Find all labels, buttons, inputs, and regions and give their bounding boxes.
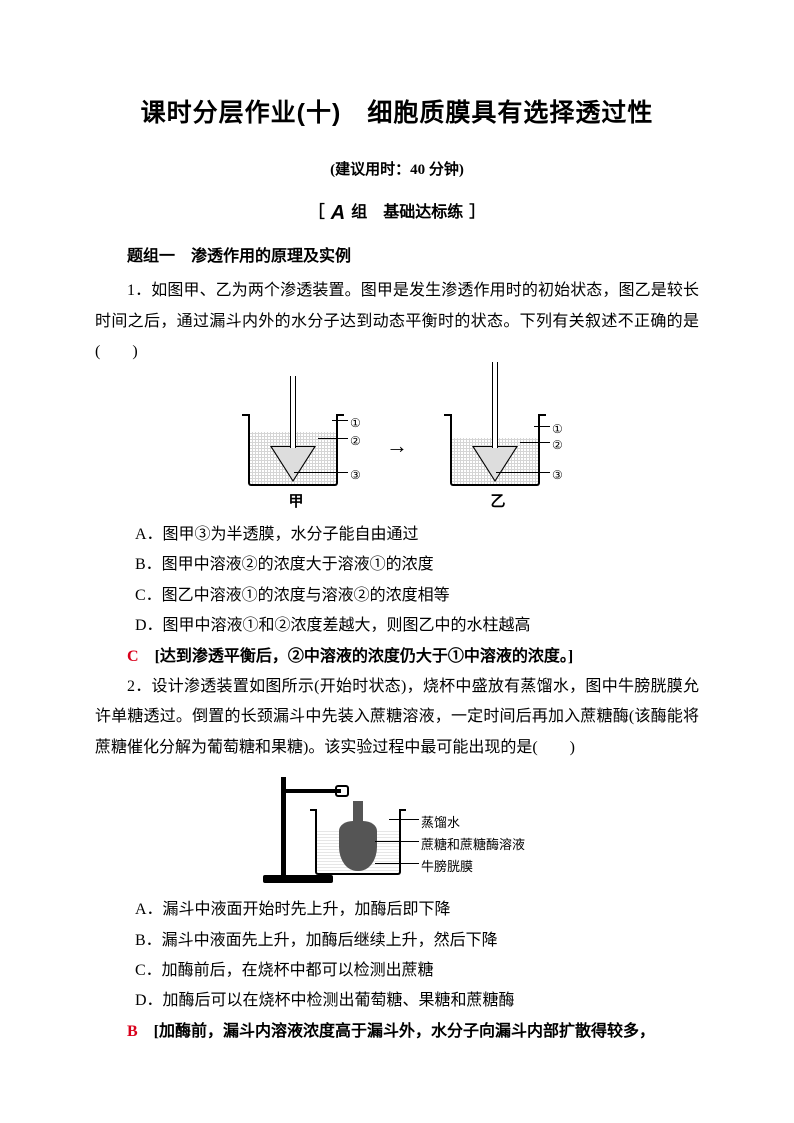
bracket-right: ］ xyxy=(469,198,485,228)
q1-answer-text: [达到渗透平衡后，②中溶液的浓度仍大于①中溶液的浓度。] xyxy=(139,648,574,665)
group-label: ［ A 组 基础达标练 ］ xyxy=(95,194,699,232)
section-1-header: 题组一 渗透作用的原理及实例 xyxy=(95,242,699,272)
label-2: ② xyxy=(350,430,361,453)
q2-option-a: A．漏斗中液面开始时先上升，加酶后即下降 xyxy=(103,895,699,925)
beaker-yi: ① ② ③ xyxy=(438,376,558,486)
label-sucrose: 蔗糖和蔗糖酶溶液 xyxy=(421,833,525,858)
group-text: 组 基础达标练 xyxy=(351,198,463,228)
q1-answer-letter: C xyxy=(127,648,139,665)
page-title: 课时分层作业(十) 细胞质膜具有选择透过性 xyxy=(95,90,699,138)
label-2b: ② xyxy=(552,434,563,457)
q2-stem: 2．设计渗透装置如图所示(开始时状态)，烧杯中盛放有蒸馏水，图中牛膀胱膜允许单糖… xyxy=(95,672,699,763)
q1-option-a: A．图甲③为半透膜，水分子能自由通过 xyxy=(103,520,699,550)
arrow-icon: → xyxy=(386,425,408,467)
bracket-left: ［ xyxy=(309,198,325,228)
q1-stem: 1．如图甲、乙为两个渗透装置。图甲是发生渗透作用时的初始状态，图乙是较长时间之后… xyxy=(95,276,699,367)
caption-jia: 甲 xyxy=(236,488,356,517)
q2-answer-text: [加酶前，漏斗内溶液浓度高于漏斗外，水分子向漏斗内部扩散得较多， xyxy=(138,1023,655,1040)
q1-option-c: C．图乙中溶液①的浓度与溶液②的浓度相等 xyxy=(103,581,699,611)
label-3: ③ xyxy=(350,464,361,487)
q2-option-d: D．加酶后可以在烧杯中检测出葡萄糖、果糖和蔗糖酶 xyxy=(103,986,699,1016)
q2-option-b: B．漏斗中液面先上升，加酶后继续上升，然后下降 xyxy=(103,926,699,956)
q1-option-b: B．图甲中溶液②的浓度大于溶液①的浓度 xyxy=(103,550,699,580)
label-membrane: 牛膀胱膜 xyxy=(421,855,473,880)
time-hint: (建议用时：40 分钟) xyxy=(95,156,699,185)
label-3b: ③ xyxy=(552,464,563,487)
q2-option-c: C．加酶前后，在烧杯中都可以检测出蔗糖 xyxy=(103,956,699,986)
q1-answer: C [达到渗透平衡后，②中溶液的浓度仍大于①中溶液的浓度。] xyxy=(95,642,699,672)
caption-yi: 乙 xyxy=(438,488,558,517)
q2-answer-letter: B xyxy=(127,1023,138,1040)
beaker-jia: ① ② ③ xyxy=(236,376,356,486)
label-distilled-water: 蒸馏水 xyxy=(421,811,460,836)
q2-answer: B [加酶前，漏斗内溶液浓度高于漏斗外，水分子向漏斗内部扩散得较多， xyxy=(95,1017,699,1047)
q1-option-d: D．图甲中溶液①和②浓度差越大，则图乙中的水柱越高 xyxy=(103,611,699,641)
q2-figure: 蒸馏水 蔗糖和蔗糖酶溶液 牛膀胱膜 xyxy=(95,771,699,891)
group-a-mark: A xyxy=(331,194,345,232)
q1-figure: ① ② ③ 甲 → ① ② ③ 乙 xyxy=(95,376,699,517)
